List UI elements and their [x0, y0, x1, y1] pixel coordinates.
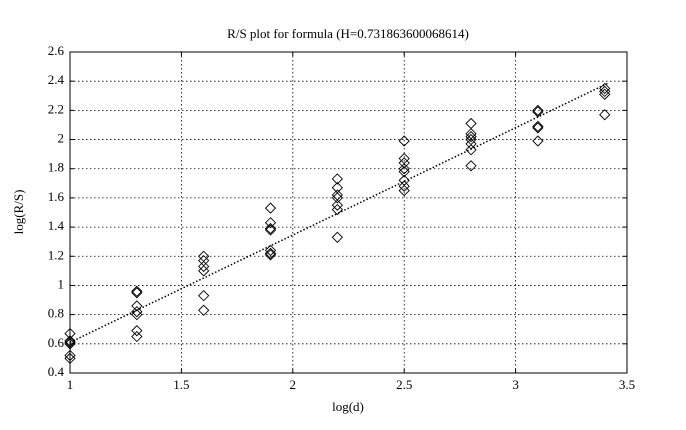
chart-title: R/S plot for formula (H=0.73186360006861…: [227, 26, 469, 41]
point: [331, 203, 343, 216]
x-tick-label: 2: [290, 377, 297, 392]
y-tick-label: 0.8: [48, 306, 64, 321]
x-axis-label: log(d): [332, 399, 364, 414]
point: [532, 135, 544, 147]
x-tick-label: 1: [67, 377, 74, 392]
y-tick-label: 1.8: [48, 160, 64, 175]
plot-frame: [69, 51, 628, 374]
point: [264, 217, 277, 229]
point: [532, 106, 544, 118]
point: [198, 290, 210, 302]
point: [599, 109, 611, 121]
point: [264, 224, 277, 236]
x-tick-label: 3.5: [619, 377, 635, 392]
point: [398, 157, 410, 169]
point: [264, 247, 277, 259]
point: [131, 306, 143, 318]
point: [131, 287, 143, 299]
point: [532, 104, 544, 117]
y-tick-label: 0.6: [48, 335, 65, 350]
y-tick-label: 1.4: [48, 218, 65, 233]
y-tick-label: 1.2: [48, 247, 64, 262]
point: [331, 192, 343, 204]
x-tick-label: 1.5: [173, 377, 189, 392]
point: [64, 349, 76, 362]
point: [331, 173, 343, 185]
point: [398, 184, 410, 197]
point: [331, 231, 343, 243]
point: [198, 304, 210, 316]
point: [465, 144, 477, 156]
point: [398, 180, 410, 192]
point: [131, 285, 143, 297]
point: [532, 122, 544, 134]
y-axis-label: log(R/S): [11, 190, 26, 235]
y-tick-label: 1: [58, 276, 65, 291]
point: [599, 82, 611, 95]
point: [465, 160, 477, 172]
point: [465, 128, 477, 140]
point: [331, 189, 343, 201]
point: [465, 117, 477, 130]
point: [64, 352, 76, 365]
x-tick-label: 3: [512, 377, 519, 392]
point: [198, 265, 210, 277]
point: [465, 130, 477, 143]
point: [331, 199, 343, 211]
y-tick-label: 2.4: [48, 72, 65, 87]
point: [131, 330, 143, 343]
y-tick-label: 1.6: [48, 189, 65, 204]
point: [64, 336, 76, 348]
point: [532, 120, 544, 133]
point: [131, 325, 143, 337]
point: [264, 222, 277, 235]
y-tick-label: 2.6: [48, 43, 65, 58]
point: [465, 138, 477, 150]
point: [264, 244, 277, 257]
point: [64, 335, 76, 347]
point: [599, 88, 611, 100]
y-tick-label: 2: [58, 131, 65, 146]
point: [264, 249, 277, 261]
point: [198, 260, 210, 273]
y-tick-label: 2.2: [48, 101, 64, 116]
point: [131, 300, 143, 312]
point: [398, 163, 410, 175]
x-tick-label: 2.5: [396, 377, 412, 392]
point: [131, 308, 143, 321]
point: [398, 166, 410, 178]
point: [264, 202, 277, 214]
point: [64, 338, 76, 350]
y-tick-label: 0.4: [48, 364, 65, 379]
point: [398, 135, 410, 147]
point: [599, 85, 611, 98]
